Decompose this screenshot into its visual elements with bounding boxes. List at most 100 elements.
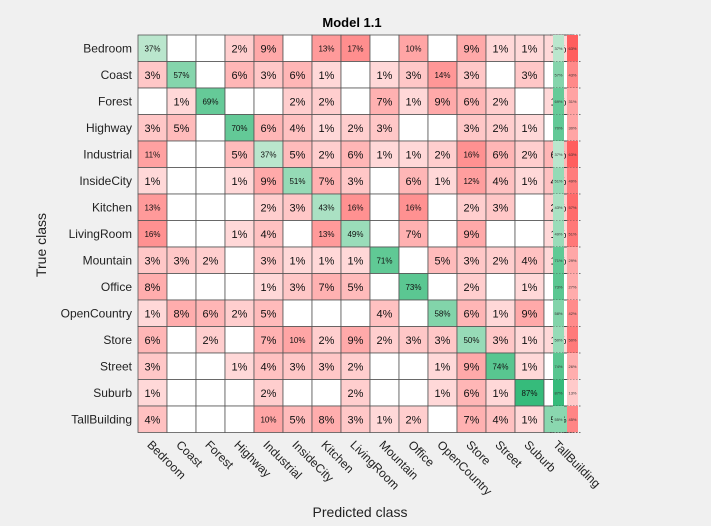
matrix-cell — [282, 246, 313, 274]
false-negative-rate-cell — [567, 353, 578, 380]
false-negative-rate-cell — [567, 194, 578, 221]
matrix-cell — [485, 193, 516, 221]
matrix-cell — [427, 87, 458, 115]
cell-value-label: 9% — [464, 43, 480, 55]
cell-value-label: 3% — [493, 202, 509, 214]
matrix-cell — [369, 352, 400, 380]
matrix-cell — [195, 114, 226, 142]
false-negative-rate-cell — [567, 141, 578, 168]
matrix-cell — [253, 273, 284, 301]
cell-value-label: 13% — [144, 203, 160, 212]
matrix-cell — [369, 273, 400, 301]
matrix-cell — [456, 140, 487, 168]
cell-value-label: 5% — [174, 123, 190, 135]
matrix-cell — [427, 167, 458, 195]
false-negative-rate-label: 43% — [568, 72, 576, 77]
matrix-cell — [224, 299, 255, 327]
matrix-cell — [514, 352, 545, 380]
matrix-cell — [224, 193, 255, 221]
cell-value-label: 13% — [318, 230, 334, 239]
cell-value-label: 4% — [493, 176, 509, 188]
cell-value-label: 87% — [521, 389, 537, 398]
cell-value-label: 1% — [377, 149, 393, 161]
matrix-cell — [398, 246, 429, 274]
matrix-cell — [398, 34, 429, 62]
matrix-cell — [253, 167, 284, 195]
matrix-cell — [398, 114, 429, 142]
matrix-cell — [427, 61, 458, 89]
false-negative-rate-cell — [567, 326, 578, 353]
cell-value-label: 12% — [463, 177, 479, 186]
matrix-cell — [224, 379, 255, 407]
false-negative-rate-label: 42% — [568, 311, 576, 316]
cell-value-label: 6% — [203, 308, 219, 320]
cell-value-label: 9% — [348, 335, 364, 347]
matrix-cell — [485, 87, 516, 115]
matrix-cell — [137, 405, 168, 433]
x-axis-label: Predicted class — [313, 504, 408, 520]
matrix-cell — [195, 34, 226, 62]
matrix-cell — [282, 299, 313, 327]
matrix-cell — [195, 352, 226, 380]
row-tick-label: Coast — [101, 68, 133, 82]
true-positive-rate-cell — [553, 300, 564, 327]
matrix-cell — [514, 220, 545, 248]
true-positive-rate-cell — [553, 379, 564, 406]
cell-value-label: 2% — [290, 96, 306, 108]
cell-value-label: 6% — [464, 96, 480, 108]
matrix-cell — [398, 220, 429, 248]
false-negative-rate-cell — [567, 300, 578, 327]
matrix-cell — [514, 273, 545, 301]
cell-value-label: 6% — [464, 388, 480, 400]
true-positive-rate-label: 43% — [554, 205, 562, 210]
matrix-cell — [427, 114, 458, 142]
matrix-cell — [166, 114, 197, 142]
matrix-grid: 37% 2% 9% 13% 17% 10% 9% 1% 1% 1% 3% 57% 6% 3% 6% 1% 1% 3… — [137, 34, 574, 433]
matrix-cell — [456, 273, 487, 301]
cell-value-label: 6% — [290, 70, 306, 82]
false-negative-rate-label: 57% — [568, 205, 576, 210]
matrix-cell — [195, 193, 226, 221]
matrix-cell — [253, 87, 284, 115]
matrix-cell — [195, 167, 226, 195]
matrix-cell — [224, 405, 255, 433]
false-negative-rate-label: 29% — [568, 258, 576, 263]
cell-value-label: 4% — [290, 123, 306, 135]
cell-value-label: 1% — [145, 176, 161, 188]
matrix-cell — [485, 167, 516, 195]
cell-value-label: 5% — [232, 149, 248, 161]
matrix-cell — [427, 140, 458, 168]
matrix-cell — [224, 34, 255, 62]
matrix-cell — [369, 405, 400, 433]
matrix-cell — [340, 167, 371, 195]
matrix-cell — [398, 61, 429, 89]
cell-value-label: 10% — [405, 44, 421, 53]
matrix-cell — [282, 87, 313, 115]
false-negative-rate-label: 26% — [568, 364, 576, 369]
matrix-cell — [311, 220, 342, 248]
cell-value-label: 7% — [464, 414, 480, 426]
matrix-cell — [514, 114, 545, 142]
row-tick-label: Kitchen — [92, 200, 132, 214]
matrix-cell — [369, 114, 400, 142]
true-positive-rate-label: 73% — [554, 284, 562, 289]
cell-value-label: 2% — [464, 202, 480, 214]
cell-value-label: 3% — [348, 414, 364, 426]
matrix-cell — [166, 326, 197, 354]
cell-value-label: 3% — [174, 255, 190, 267]
matrix-cell — [137, 34, 168, 62]
cell-value-label: 3% — [261, 255, 277, 267]
matrix-cell — [369, 379, 400, 407]
cell-value-label: 70% — [231, 124, 247, 133]
matrix-cell — [514, 193, 545, 221]
cell-value-label: 7% — [406, 229, 422, 241]
cell-value-label: 1% — [522, 123, 538, 135]
cell-value-label: 1% — [522, 414, 538, 426]
matrix-cell — [166, 273, 197, 301]
cell-value-label: 13% — [318, 44, 334, 53]
cell-value-label: 4% — [522, 255, 538, 267]
matrix-cell — [282, 34, 313, 62]
matrix-cell — [253, 61, 284, 89]
row-tick-label: InsideCity — [79, 174, 132, 188]
matrix-cell — [166, 379, 197, 407]
